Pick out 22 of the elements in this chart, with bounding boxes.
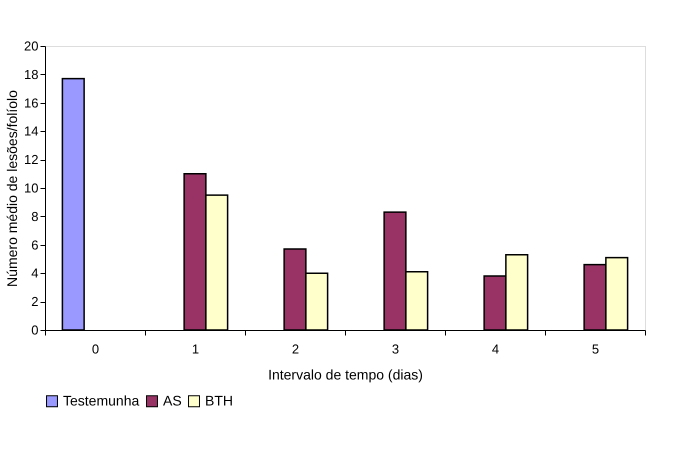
- y-tick-label: 2: [31, 294, 38, 310]
- y-tick-label: 18: [24, 66, 38, 82]
- y-tick-label: 12: [24, 152, 38, 168]
- y-tick-label: 10: [24, 180, 38, 196]
- y-tick-label: 0: [31, 322, 38, 338]
- y-tick-label: 6: [31, 237, 38, 252]
- x-axis-title: Intervalo de tempo (dias): [268, 366, 423, 382]
- legend-label: AS: [163, 392, 182, 408]
- x-tick-label: 5: [592, 342, 600, 356]
- y-tick-label: 14: [24, 124, 38, 139]
- y-axis-title: Número médio de lesões/folíolo: [4, 90, 20, 287]
- x-tick-label: 4: [492, 342, 500, 356]
- x-tick-label: 1: [192, 342, 200, 356]
- legend-label: Testemunha: [63, 392, 140, 408]
- y-tick-label: 16: [24, 95, 38, 110]
- y-tick-label: 8: [31, 208, 38, 224]
- y-tick-label: 20: [24, 38, 38, 54]
- x-tick-label: 2: [292, 342, 300, 356]
- legend-label: BTH: [205, 392, 233, 408]
- x-tick-label: 3: [392, 342, 400, 356]
- x-tick-label: 0: [92, 342, 100, 356]
- y-tick-label: 4: [31, 266, 38, 281]
